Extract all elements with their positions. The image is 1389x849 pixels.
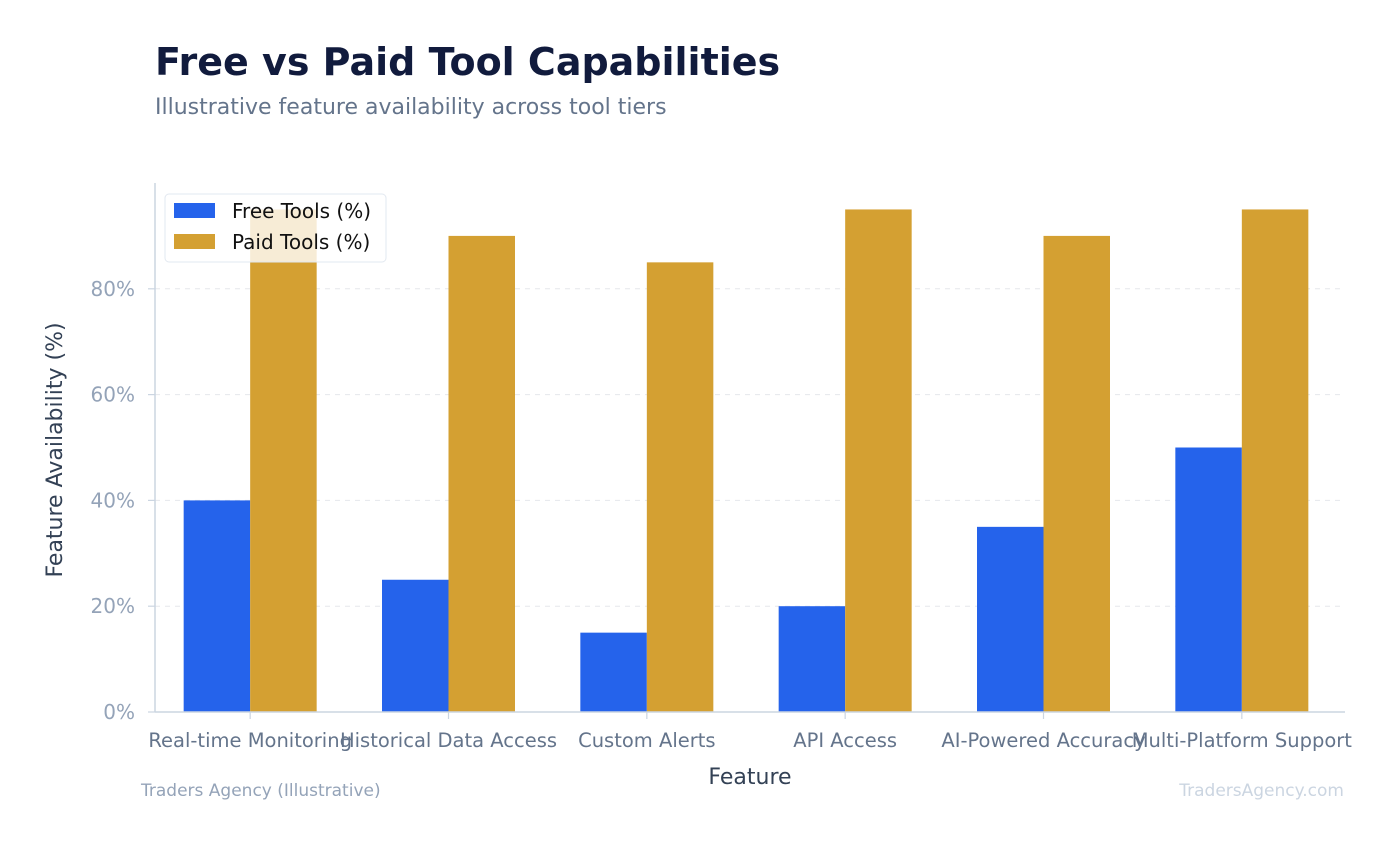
legend-swatch xyxy=(174,234,215,249)
bar-paid-1 xyxy=(448,235,515,712)
y-tick-label: 0% xyxy=(103,700,135,724)
y-tick-label: 20% xyxy=(91,594,135,618)
bar-free-0 xyxy=(183,500,251,712)
bar-paid-5 xyxy=(1241,209,1309,712)
chart-title: Free vs Paid Tool Capabilities xyxy=(155,40,780,84)
legend-label: Paid Tools (%) xyxy=(232,230,370,254)
bar-paid-0 xyxy=(250,209,317,712)
x-tick-label: AI-Powered Accuracy xyxy=(941,729,1145,752)
legend-label: Free Tools (%) xyxy=(232,199,371,223)
gridlines xyxy=(155,288,1345,607)
bar-free-1 xyxy=(382,579,449,712)
bars xyxy=(183,209,1309,712)
x-axis-title: Feature xyxy=(708,765,791,790)
y-axis-title: Feature Availability (%) xyxy=(43,322,68,577)
legend-box xyxy=(164,193,387,263)
x-tick-label: Real-time Monitoring xyxy=(148,729,352,752)
bar-free-3 xyxy=(778,606,846,712)
source-note: Traders Agency (Illustrative) xyxy=(140,781,381,801)
x-tick-label: Custom Alerts xyxy=(578,729,715,752)
bar-free-5 xyxy=(1175,447,1242,712)
axes xyxy=(154,183,1345,713)
bar-paid-3 xyxy=(845,209,912,712)
y-tick-label: 40% xyxy=(91,488,135,512)
legend: Free Tools (%) Paid Tools (%) xyxy=(164,193,387,263)
watermark: TradersAgency.com xyxy=(1178,781,1344,801)
x-tick-label: Multi-Platform Support xyxy=(1132,729,1353,752)
legend-swatch xyxy=(174,203,215,218)
bar-paid-2 xyxy=(646,262,714,712)
y-ticks: 0% 20% 40% 60% 80% xyxy=(91,277,155,724)
x-tick-label: API Access xyxy=(793,729,897,752)
x-tick-label: Historical Data Access xyxy=(340,729,557,752)
y-tick-label: 80% xyxy=(91,277,135,301)
bar-free-4 xyxy=(977,526,1044,712)
bar-free-2 xyxy=(580,632,647,712)
bar-paid-4 xyxy=(1043,235,1110,712)
chart-subtitle: Illustrative feature availability across… xyxy=(155,95,667,120)
y-tick-label: 60% xyxy=(91,383,135,407)
